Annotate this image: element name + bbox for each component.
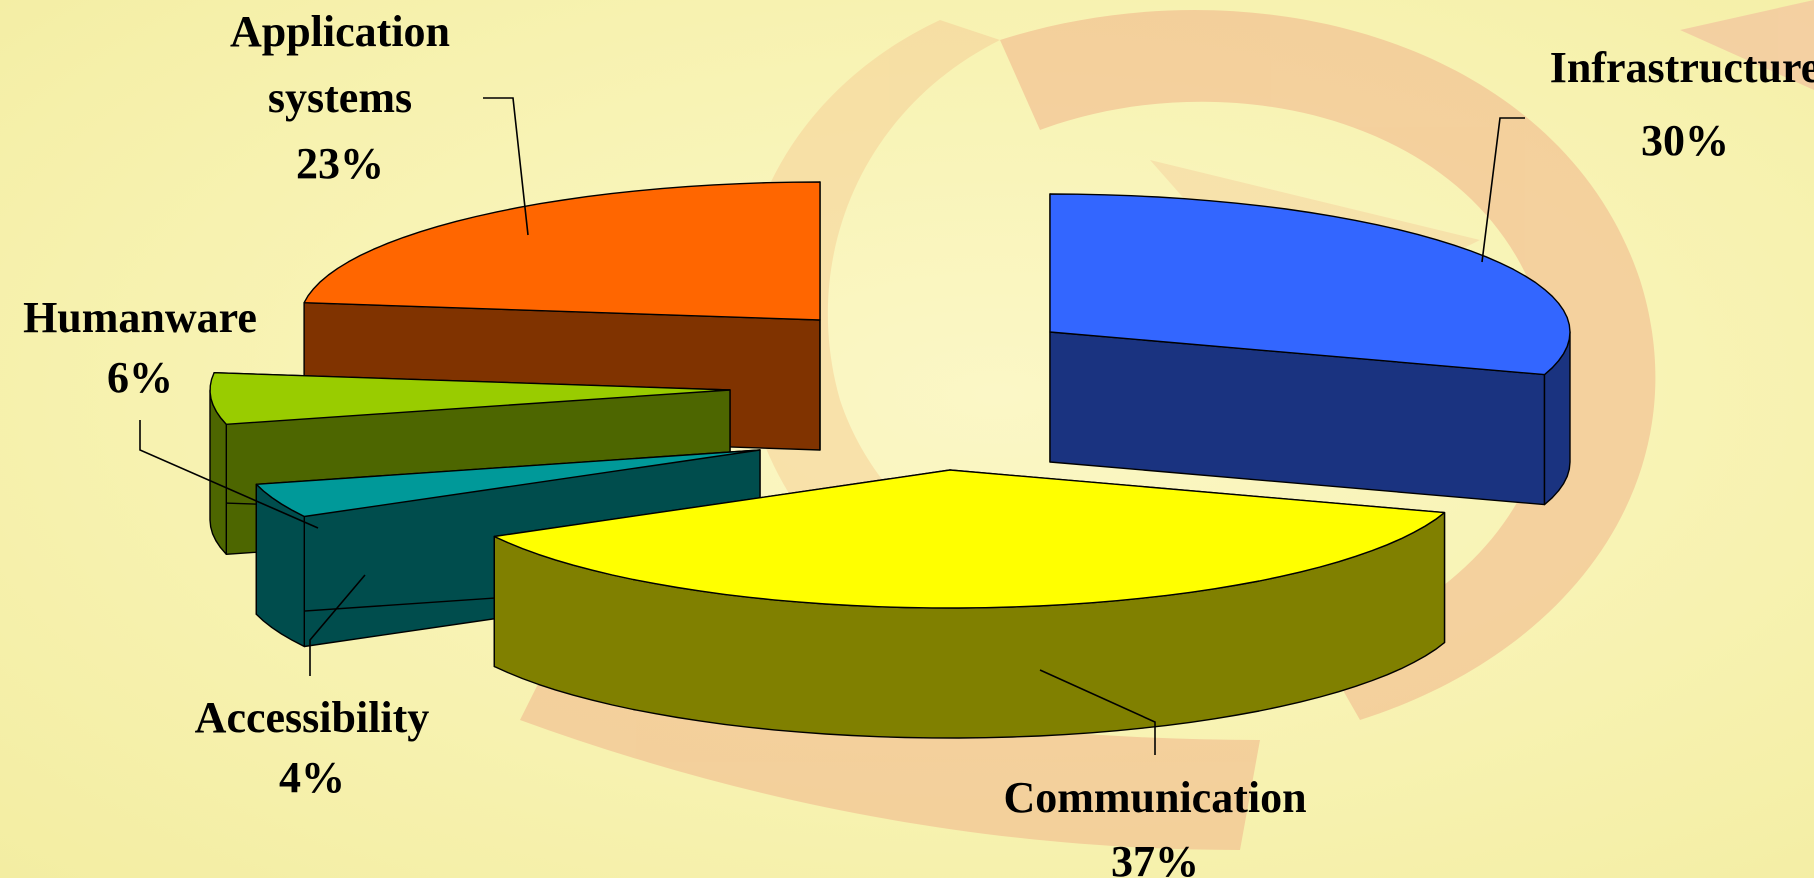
slice-label-accessibility-1: 4% [279, 753, 345, 802]
slice-label-infrastructure-0: Infrastructure [1550, 43, 1814, 92]
leader-line-application [483, 97, 529, 236]
pie-slice-top [493, 469, 1446, 609]
slice-label-accessibility-0: Accessibility [195, 693, 430, 742]
pie-slice-top [303, 181, 821, 321]
slice-label-humanware-1: 6% [107, 353, 173, 402]
slice-label-humanware-0: Humanware [23, 293, 257, 342]
leader-line-accessibility [309, 574, 366, 676]
pie-slice-top [1049, 193, 1571, 376]
slice-label-communication-0: Communication [1003, 773, 1306, 822]
leader-line-humanware [139, 420, 319, 529]
leader-line-communication [1039, 669, 1156, 755]
slice-label-infrastructure-1: 30% [1641, 116, 1729, 165]
slice-label-application-1: systems [268, 73, 412, 122]
pie-slice-top [255, 449, 761, 518]
pie-slice-top [209, 372, 731, 425]
slice-label-application-0: Application [230, 7, 450, 56]
pie-slice-infrastructure [1049, 193, 1571, 506]
pie-slice-communication [493, 469, 1446, 739]
slice-label-communication-1: 37% [1111, 837, 1199, 878]
leader-line-infrastructure [1481, 117, 1525, 263]
slice-label-application-2: 23% [296, 139, 384, 188]
